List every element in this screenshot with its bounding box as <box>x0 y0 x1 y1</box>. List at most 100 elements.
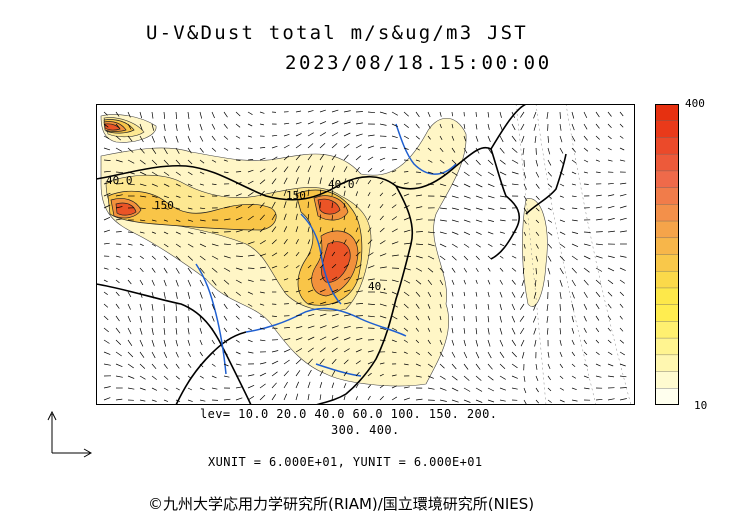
wind-vector <box>403 363 409 366</box>
wind-vector <box>319 301 327 305</box>
wind-vector <box>103 339 110 344</box>
wind-vector <box>475 135 479 142</box>
wind-vector <box>523 195 528 201</box>
wind-vector <box>223 291 229 298</box>
wind-vector <box>391 315 398 320</box>
wind-vector <box>571 291 575 299</box>
wind-vector <box>559 159 564 165</box>
wind-vector <box>283 252 289 257</box>
wind-vector <box>475 171 482 177</box>
wind-vector <box>595 339 600 344</box>
wind-vector <box>331 301 339 305</box>
wind-vector <box>283 290 289 293</box>
wind-vector <box>475 375 482 381</box>
wind-vector <box>559 327 562 335</box>
wind-vector <box>511 291 516 298</box>
wind-vector <box>283 393 288 401</box>
wind-vector <box>103 303 109 308</box>
wind-vector <box>319 227 322 233</box>
wind-vector <box>139 231 145 234</box>
wind-vector <box>175 375 180 380</box>
wind-vector <box>619 230 627 233</box>
wind-vector <box>127 159 135 164</box>
wind-vector <box>520 339 525 347</box>
wind-vector <box>487 279 491 285</box>
wind-vector <box>415 147 420 151</box>
wind-vector <box>259 394 266 401</box>
wind-vector <box>151 387 158 391</box>
wind-vector <box>571 195 577 198</box>
wind-vector <box>403 135 409 140</box>
wind-vector <box>211 147 217 152</box>
wind-vector <box>463 339 466 347</box>
wind-vector <box>319 109 326 113</box>
wind-vector <box>259 168 266 173</box>
wind-vector <box>547 255 552 262</box>
wind-vector <box>139 255 144 259</box>
wind-vector <box>523 231 527 236</box>
wind-vector <box>533 291 537 299</box>
wind-vector <box>163 387 169 391</box>
wind-vector <box>463 123 466 129</box>
wind-vector <box>211 159 217 163</box>
wind-vector <box>439 387 447 391</box>
wind-vector <box>163 111 166 119</box>
wind-vector <box>403 217 411 221</box>
wind-vector <box>607 363 614 367</box>
wind-vector <box>571 207 578 209</box>
wind-vector <box>235 171 242 173</box>
wind-vector <box>475 255 480 260</box>
map-frame <box>96 104 635 405</box>
wind-vector <box>403 351 408 354</box>
wind-vector <box>619 291 625 297</box>
wind-vector <box>355 251 361 257</box>
wind-vector <box>475 231 482 235</box>
wind-vector <box>475 147 480 154</box>
wind-vector <box>487 147 492 154</box>
wind-vector <box>451 171 458 176</box>
wind-vector <box>619 279 626 284</box>
wind-vector <box>199 363 204 368</box>
wind-vector <box>583 243 591 247</box>
wind-vector <box>475 387 483 392</box>
wind-vector <box>247 267 255 269</box>
colorbar-cell <box>655 221 679 239</box>
wind-vector <box>343 203 346 209</box>
wind-vector <box>523 243 526 249</box>
wind-vector <box>547 207 552 211</box>
contour-levels-line2: 300. 400. <box>331 423 400 437</box>
wind-vector <box>127 291 132 298</box>
wind-vector <box>307 226 310 233</box>
wind-vector <box>247 327 252 331</box>
wind-vector <box>391 135 398 139</box>
wind-vector <box>139 399 146 402</box>
wind-vector <box>187 303 190 311</box>
wind-vector <box>571 267 577 274</box>
wind-vector <box>463 351 468 359</box>
wind-vector <box>223 398 231 401</box>
wind-vector <box>319 276 325 281</box>
wind-vector <box>343 276 350 281</box>
wind-vector <box>295 226 299 233</box>
wind-vector <box>235 315 240 320</box>
wind-vector <box>415 267 423 272</box>
wind-vector <box>187 291 191 299</box>
wind-vector <box>403 397 411 401</box>
wind-vector <box>103 147 111 151</box>
wind-vector <box>271 156 278 161</box>
wind-vector <box>151 159 158 165</box>
wind-vector <box>355 264 362 269</box>
wind-vector <box>175 303 178 312</box>
wind-vector <box>367 156 374 161</box>
wind-vector <box>103 267 109 270</box>
wind-vector <box>583 255 591 260</box>
wind-vector <box>583 159 589 163</box>
wind-vector <box>295 165 300 173</box>
wind-vector <box>199 303 203 311</box>
wind-vector <box>547 219 553 223</box>
wind-vector <box>187 123 190 131</box>
wind-vector <box>235 339 240 343</box>
wind-vector <box>571 387 577 391</box>
wind-vector <box>547 243 553 249</box>
wind-vector <box>379 339 386 342</box>
